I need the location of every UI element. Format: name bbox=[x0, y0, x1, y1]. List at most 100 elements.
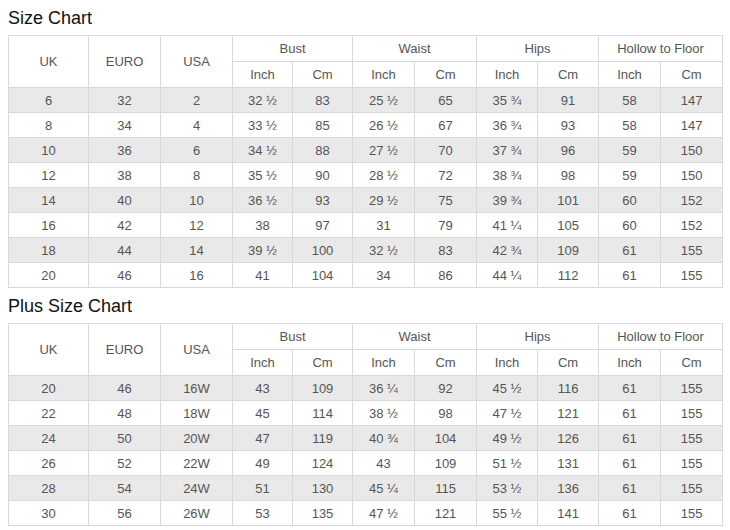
table-cell: 34 bbox=[353, 263, 415, 288]
table-row: 305626W5313547 ½12155 ½14161155 bbox=[9, 501, 723, 526]
table-row: 265222W491244310951 ½13161155 bbox=[9, 451, 723, 476]
table-cell: 59 bbox=[599, 138, 661, 163]
table-cell: 98 bbox=[415, 401, 477, 426]
table-cell: 52 bbox=[89, 451, 161, 476]
table-cell: 155 bbox=[661, 451, 723, 476]
col-subheader-hips-cm: Cm bbox=[538, 62, 599, 88]
table-cell: 4 bbox=[161, 113, 233, 138]
table-cell: 121 bbox=[538, 401, 599, 426]
table-cell: 39 ½ bbox=[233, 238, 293, 263]
table-cell: 61 bbox=[599, 451, 661, 476]
plus-size-chart-table: UKEUROUSABustWaistHipsHollow to FloorInc… bbox=[8, 323, 723, 526]
table-cell: 41 ¼ bbox=[477, 213, 538, 238]
col-subheader-hollow-to-floor-cm: Cm bbox=[661, 62, 723, 88]
col-group-header-bust: Bust bbox=[233, 36, 353, 62]
table-cell: 61 bbox=[599, 238, 661, 263]
table-cell: 79 bbox=[415, 213, 477, 238]
table-cell: 85 bbox=[293, 113, 353, 138]
col-header-usa: USA bbox=[161, 36, 233, 88]
table-cell: 35 ½ bbox=[233, 163, 293, 188]
table-cell: 16 bbox=[161, 263, 233, 288]
table-cell: 93 bbox=[538, 113, 599, 138]
col-group-header-hollow-to-floor: Hollow to Floor bbox=[599, 324, 723, 350]
table-cell: 49 ½ bbox=[477, 426, 538, 451]
table-cell: 14 bbox=[161, 238, 233, 263]
col-subheader-waist-inch: Inch bbox=[353, 350, 415, 376]
table-cell: 86 bbox=[415, 263, 477, 288]
col-subheader-hips-cm: Cm bbox=[538, 350, 599, 376]
table-row: 245020W4711940 ¾10449 ½12661155 bbox=[9, 426, 723, 451]
table-cell: 6 bbox=[9, 88, 89, 113]
table-cell: 61 bbox=[599, 501, 661, 526]
table-cell: 152 bbox=[661, 213, 723, 238]
table-cell: 61 bbox=[599, 376, 661, 401]
table-cell: 41 bbox=[233, 263, 293, 288]
table-cell: 47 ½ bbox=[477, 401, 538, 426]
table-cell: 90 bbox=[293, 163, 353, 188]
table-cell: 109 bbox=[293, 376, 353, 401]
table-cell: 58 bbox=[599, 113, 661, 138]
table-cell: 8 bbox=[161, 163, 233, 188]
table-cell: 61 bbox=[599, 401, 661, 426]
table-cell: 83 bbox=[293, 88, 353, 113]
table-cell: 47 bbox=[233, 426, 293, 451]
table-cell: 22W bbox=[161, 451, 233, 476]
col-header-usa: USA bbox=[161, 324, 233, 376]
table-cell: 155 bbox=[661, 238, 723, 263]
table-row: 204616W4310936 ¼9245 ½11661155 bbox=[9, 376, 723, 401]
table-cell: 36 ¼ bbox=[353, 376, 415, 401]
table-cell: 70 bbox=[415, 138, 477, 163]
table-cell: 2 bbox=[161, 88, 233, 113]
table-cell: 34 bbox=[89, 113, 161, 138]
table-cell: 104 bbox=[415, 426, 477, 451]
table-cell: 18 bbox=[9, 238, 89, 263]
col-subheader-hollow-to-floor-inch: Inch bbox=[599, 62, 661, 88]
table-cell: 42 ¾ bbox=[477, 238, 538, 263]
col-subheader-bust-cm: Cm bbox=[293, 62, 353, 88]
table-row: 632232 ½8325 ½6535 ¾9158147 bbox=[9, 88, 723, 113]
table-cell: 75 bbox=[415, 188, 477, 213]
table-cell: 12 bbox=[161, 213, 233, 238]
col-subheader-bust-inch: Inch bbox=[233, 350, 293, 376]
table-cell: 34 ½ bbox=[233, 138, 293, 163]
col-group-header-hips: Hips bbox=[477, 36, 599, 62]
table-row: 224818W4511438 ½9847 ½12161155 bbox=[9, 401, 723, 426]
col-group-header-bust: Bust bbox=[233, 324, 353, 350]
table-cell: 18W bbox=[161, 401, 233, 426]
table-cell: 59 bbox=[599, 163, 661, 188]
table-cell: 115 bbox=[415, 476, 477, 501]
table-cell: 50 bbox=[89, 426, 161, 451]
table-cell: 46 bbox=[89, 263, 161, 288]
col-subheader-hips-inch: Inch bbox=[477, 350, 538, 376]
table-cell: 24W bbox=[161, 476, 233, 501]
col-group-header-hollow-to-floor: Hollow to Floor bbox=[599, 36, 723, 62]
table-cell: 40 ¾ bbox=[353, 426, 415, 451]
table-cell: 28 bbox=[9, 476, 89, 501]
table-cell: 16 bbox=[9, 213, 89, 238]
table-cell: 37 ¾ bbox=[477, 138, 538, 163]
size-chart-title: Size Chart bbox=[8, 8, 722, 29]
table-cell: 119 bbox=[293, 426, 353, 451]
col-subheader-bust-cm: Cm bbox=[293, 350, 353, 376]
table-cell: 100 bbox=[293, 238, 353, 263]
table-cell: 93 bbox=[293, 188, 353, 213]
table-cell: 58 bbox=[599, 88, 661, 113]
table-cell: 147 bbox=[661, 113, 723, 138]
table-cell: 14 bbox=[9, 188, 89, 213]
col-header-uk: UK bbox=[9, 36, 89, 88]
table-cell: 20 bbox=[9, 263, 89, 288]
table-cell: 98 bbox=[538, 163, 599, 188]
table-cell: 65 bbox=[415, 88, 477, 113]
col-subheader-hollow-to-floor-inch: Inch bbox=[599, 350, 661, 376]
table-cell: 38 ¾ bbox=[477, 163, 538, 188]
table-cell: 28 ½ bbox=[353, 163, 415, 188]
table-cell: 92 bbox=[415, 376, 477, 401]
table-cell: 136 bbox=[538, 476, 599, 501]
table-cell: 135 bbox=[293, 501, 353, 526]
table-cell: 47 ½ bbox=[353, 501, 415, 526]
table-cell: 20W bbox=[161, 426, 233, 451]
header-row-groups: UKEUROUSABustWaistHipsHollow to Floor bbox=[9, 36, 723, 62]
table-cell: 25 ½ bbox=[353, 88, 415, 113]
table-cell: 88 bbox=[293, 138, 353, 163]
table-cell: 121 bbox=[415, 501, 477, 526]
